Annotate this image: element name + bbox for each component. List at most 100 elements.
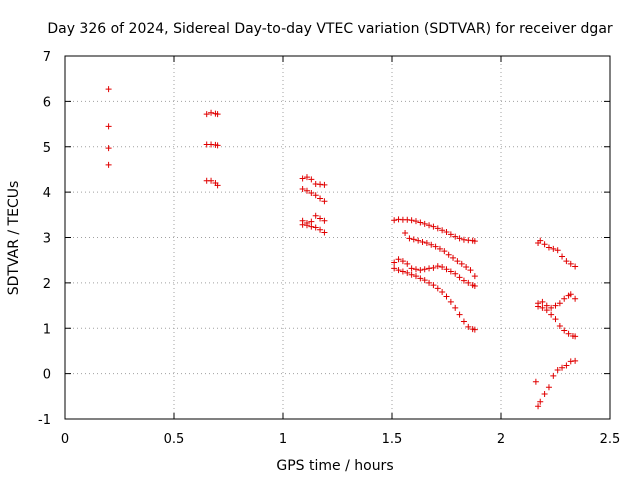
- data-point: [421, 220, 428, 227]
- data-points: [105, 86, 579, 410]
- data-point: [423, 239, 430, 246]
- data-point: [567, 291, 574, 298]
- data-point: [299, 175, 306, 182]
- data-point: [321, 229, 328, 236]
- data-point: [572, 333, 579, 340]
- data-point: [565, 330, 572, 337]
- data-point: [452, 304, 459, 311]
- data-point: [548, 304, 555, 311]
- data-point: [535, 303, 542, 310]
- y-tick-label: 1: [43, 322, 51, 337]
- data-point: [105, 161, 112, 168]
- data-point: [458, 260, 465, 267]
- data-point: [552, 302, 559, 309]
- data-point: [426, 222, 433, 229]
- data-point: [321, 217, 328, 224]
- data-point: [321, 198, 328, 205]
- data-point: [471, 273, 478, 280]
- x-tick-label: 0.5: [164, 432, 185, 447]
- y-tick-label: 2: [43, 277, 51, 292]
- data-point: [303, 174, 310, 181]
- data-point: [447, 268, 454, 275]
- data-point: [559, 364, 566, 371]
- data-point: [412, 273, 419, 280]
- x-tick-label: 1.5: [382, 432, 403, 447]
- data-point: [408, 265, 415, 272]
- grid: [65, 56, 610, 419]
- data-point: [417, 219, 424, 226]
- data-point: [567, 260, 574, 267]
- x-axis-label: GPS time / hours: [276, 458, 393, 474]
- data-point: [430, 264, 437, 271]
- data-point: [412, 266, 419, 273]
- x-tick-label: 2: [497, 432, 505, 447]
- data-point: [434, 225, 441, 232]
- data-point: [539, 304, 546, 311]
- data-point: [563, 362, 570, 369]
- data-point: [417, 267, 424, 274]
- data-point: [445, 251, 452, 258]
- data-point: [321, 181, 328, 188]
- data-point: [303, 187, 310, 194]
- data-point: [214, 182, 221, 189]
- data-point: [317, 215, 324, 222]
- data-point: [550, 245, 557, 252]
- y-tick-label: 0: [43, 368, 51, 383]
- data-point: [450, 254, 457, 261]
- data-point: [391, 217, 398, 224]
- data-point: [428, 241, 435, 248]
- data-point: [312, 192, 319, 199]
- data-point: [208, 109, 215, 116]
- data-point: [308, 190, 315, 197]
- data-point: [415, 237, 422, 244]
- data-point: [312, 224, 319, 231]
- data-point: [463, 263, 470, 270]
- data-point: [417, 275, 424, 282]
- data-point: [317, 195, 324, 202]
- data-point: [467, 267, 474, 274]
- axis-ticks: [64, 55, 611, 420]
- data-point: [572, 295, 579, 302]
- chart-title: Day 326 of 2024, Sidereal Day-to-day VTE…: [47, 21, 613, 37]
- data-point: [561, 295, 568, 302]
- data-point: [214, 142, 221, 149]
- data-point: [541, 391, 548, 398]
- data-point: [572, 263, 579, 270]
- y-axis-label: SDTVAR / TECUs: [6, 181, 22, 296]
- data-point: [452, 233, 459, 240]
- data-point: [303, 222, 310, 229]
- data-point: [105, 123, 112, 130]
- data-point: [105, 145, 112, 152]
- data-point: [434, 263, 441, 270]
- data-point: [436, 245, 443, 252]
- data-point: [408, 271, 415, 278]
- data-point: [208, 177, 215, 184]
- data-point: [439, 227, 446, 234]
- data-point: [404, 260, 411, 267]
- data-point: [471, 283, 478, 290]
- data-point: [432, 243, 439, 250]
- data-point: [203, 111, 210, 118]
- data-point: [421, 266, 428, 273]
- y-tick-label: 3: [43, 232, 51, 247]
- y-tick-label: -1: [38, 413, 51, 428]
- data-point: [537, 237, 544, 244]
- data-point: [537, 398, 544, 405]
- data-point: [545, 384, 552, 391]
- data-point: [430, 282, 437, 289]
- data-point: [456, 235, 463, 242]
- data-point: [543, 307, 550, 314]
- data-point: [421, 277, 428, 284]
- data-point: [391, 259, 398, 266]
- data-point: [550, 372, 557, 379]
- data-point: [456, 274, 463, 281]
- data-point: [399, 268, 406, 275]
- data-point: [471, 238, 478, 245]
- data-point: [391, 265, 398, 272]
- data-point: [426, 279, 433, 286]
- data-point: [548, 311, 555, 318]
- data-point: [443, 266, 450, 273]
- data-point: [447, 231, 454, 238]
- x-tick-label: 2.5: [600, 432, 621, 447]
- data-point: [412, 218, 419, 225]
